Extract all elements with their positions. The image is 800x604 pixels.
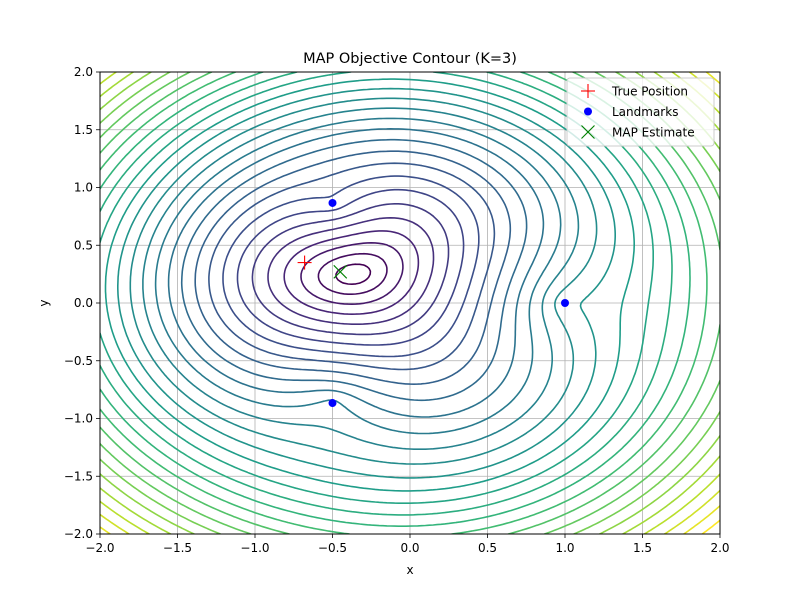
x-tick-label: 1.0 [555, 541, 574, 555]
contour-level-11 [180, 138, 528, 402]
y-tick-label: 0.0 [74, 296, 93, 310]
y-tick-label: −1.5 [64, 469, 93, 483]
legend-swatch-2 [581, 125, 595, 139]
y-tick-label: −1.0 [64, 412, 93, 426]
contour-level-15 [129, 97, 598, 465]
legend-box [566, 77, 715, 147]
contour-level-29 [100, 72, 720, 534]
legend-label-0: True Position [611, 85, 688, 99]
y-tick-label: −0.5 [64, 354, 93, 368]
contour-level-4 [283, 230, 420, 315]
contour-level-10 [194, 150, 512, 385]
x-tick-label: 1.5 [633, 541, 652, 555]
y-tick-label: 1.5 [74, 123, 93, 137]
contour-level-12 [167, 128, 545, 418]
contour-level-14 [142, 107, 580, 450]
x-tick-label: 0.5 [478, 541, 497, 555]
contour-level-3 [300, 242, 404, 305]
x-tick-label: −2.0 [85, 541, 114, 555]
y-tick-label: 2.0 [74, 65, 93, 79]
legend-swatch-1 [584, 107, 592, 116]
contour-level-30 [701, 519, 720, 534]
contour-level-2 [317, 252, 388, 295]
markers [297, 198, 569, 408]
ticks: −2.0 −1.5 −1.0 −0.5 0.0 0.5 1.0 1.5 2.0 −2.0 −1.5 −… [64, 65, 730, 555]
contour-level-7 [236, 188, 465, 346]
landmark-marker-1 [561, 299, 569, 307]
legend-label-1: Landmarks [612, 105, 678, 119]
x-tick-label: −1.0 [240, 541, 269, 555]
legend-swatch-0 [581, 84, 595, 98]
y-tick-label: 0.5 [74, 238, 93, 252]
contour-level-17 [104, 78, 635, 492]
contour-level-9 [208, 162, 496, 371]
x-tick-label: 2.0 [710, 541, 729, 555]
y-tick-label: −2.0 [64, 527, 93, 541]
true-position-marker [297, 255, 312, 270]
x-axis-label: x [406, 563, 413, 577]
contour-level-5 [267, 217, 435, 325]
y-tick-label: 1.0 [74, 181, 93, 195]
x-tick-label: 0.0 [400, 541, 419, 555]
x-tick-label: −0.5 [318, 541, 347, 555]
contour-level-8 [222, 175, 480, 358]
x-tick-label: −1.5 [163, 541, 192, 555]
landmark-marker-2 [328, 399, 337, 408]
landmark-marker-0 [328, 198, 337, 207]
contour-level-6 [251, 203, 450, 336]
map-estimate-marker [333, 264, 348, 279]
y-axis-label: y [37, 299, 51, 306]
legend-label-2: MAP Estimate [612, 126, 695, 140]
contour-level-16 [117, 87, 616, 479]
legend: True Position Landmarks MAP Estimate [566, 77, 715, 147]
chart-title: MAP Objective Contour (K=3) [303, 51, 517, 67]
